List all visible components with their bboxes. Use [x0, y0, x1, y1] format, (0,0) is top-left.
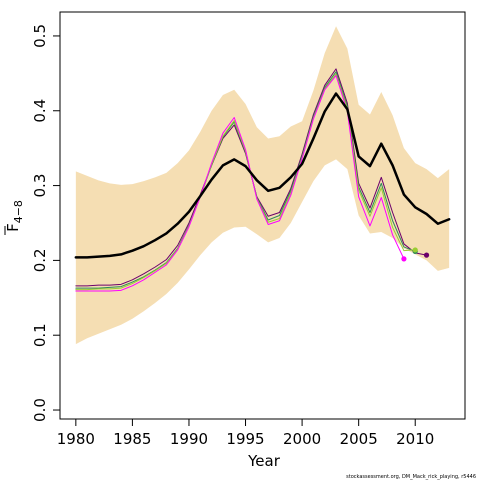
- end-point-4: [401, 256, 407, 262]
- x-tick-label-1990: 1990: [170, 430, 208, 448]
- y-axis: 0.0 0.1 0.2 0.3 0.4 0.5: [31, 24, 60, 422]
- credit-text: stockassessment.org, DM_Mack_rick_playin…: [346, 474, 476, 480]
- y-axis-title-main: F: [4, 223, 22, 232]
- x-axis: 1980 1985 1990 1995 2000 2005 2010: [57, 419, 434, 448]
- y-tick-label-2: 0.2: [31, 248, 49, 272]
- x-tick-label-1985: 1985: [113, 430, 151, 448]
- y-tick-label-3: 0.3: [31, 174, 49, 198]
- svg-text:F4−8: F4−8: [4, 200, 25, 232]
- x-tick-label-1995: 1995: [226, 430, 264, 448]
- x-tick-label-2010: 2010: [396, 430, 434, 448]
- end-point-1: [423, 252, 430, 258]
- y-tick-label-1: 0.1: [31, 323, 49, 347]
- x-tick-label-2005: 2005: [340, 430, 378, 448]
- y-tick-label-4: 0.4: [31, 99, 49, 123]
- x-tick-label-2000: 2000: [283, 430, 321, 448]
- y-axis-title-subscript: 4−8: [12, 200, 25, 223]
- y-tick-label-0: 0.0: [31, 398, 49, 422]
- end-points-layer: [401, 247, 430, 262]
- series-layer: [74, 68, 451, 292]
- end-point-3: [412, 247, 418, 253]
- series-line-retro4: [75, 75, 405, 292]
- plot-frame: [59, 11, 466, 420]
- y-tick-label-5: 0.5: [31, 24, 49, 48]
- x-axis-title: Year: [247, 452, 281, 470]
- series-line-estimate: [74, 92, 451, 259]
- y-axis-title: F4−8: [4, 200, 25, 235]
- x-tick-label-1980: 1980: [57, 430, 95, 448]
